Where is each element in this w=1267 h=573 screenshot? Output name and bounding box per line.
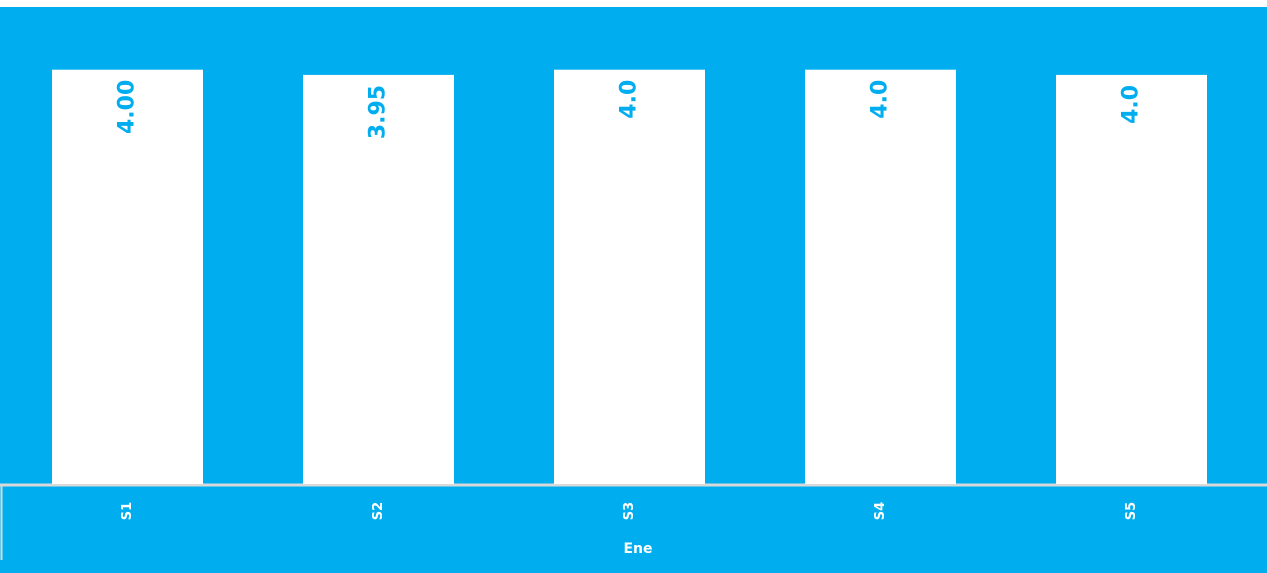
data-labels-group: 4.00 3.95 4.0 4.0 4.0 <box>115 80 1144 139</box>
data-label-s3: 4.0 <box>617 80 642 119</box>
x-tick-label-s2: S2 <box>371 502 386 520</box>
x-tick-label-s5: S5 <box>1124 502 1139 520</box>
bars-group <box>52 69 1207 485</box>
bar-s4 <box>805 69 956 484</box>
x-tick-label-s4: S4 <box>873 502 888 520</box>
data-label-s2: 3.95 <box>366 85 391 139</box>
x-axis-group-label: Ene <box>623 541 652 557</box>
x-tick-labels-group: S1 S2 S3 S4 S5 <box>120 502 1139 520</box>
bar-s3 <box>554 69 705 484</box>
bar-s2 <box>303 74 454 485</box>
bar-s5 <box>1056 74 1207 485</box>
data-label-s4: 4.0 <box>868 80 893 119</box>
bar-s1 <box>52 69 203 484</box>
data-label-s1: 4.00 <box>115 80 140 134</box>
data-label-s5: 4.0 <box>1119 85 1144 124</box>
x-tick-label-s1: S1 <box>120 502 135 520</box>
x-tick-label-s3: S3 <box>622 502 637 520</box>
